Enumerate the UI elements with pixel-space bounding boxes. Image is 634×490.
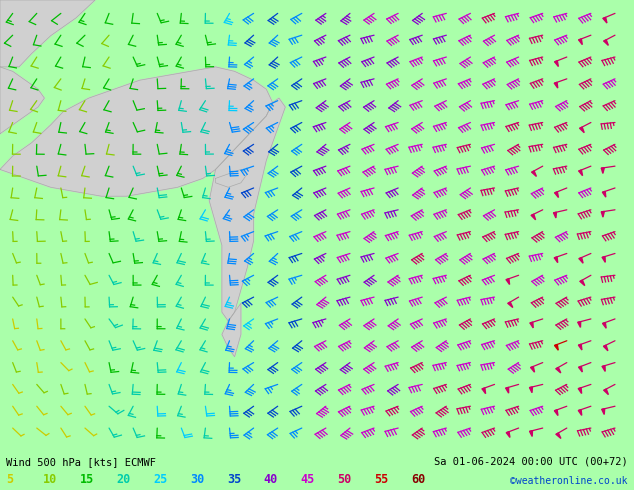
- Text: 10: 10: [43, 472, 57, 486]
- Polygon shape: [555, 192, 559, 197]
- Polygon shape: [604, 345, 608, 351]
- Polygon shape: [556, 433, 561, 439]
- Text: 45: 45: [301, 472, 314, 486]
- Polygon shape: [531, 214, 536, 220]
- Polygon shape: [529, 431, 533, 437]
- Polygon shape: [603, 322, 606, 328]
- Polygon shape: [578, 410, 582, 416]
- Polygon shape: [553, 212, 557, 218]
- Text: 25: 25: [153, 472, 167, 486]
- Polygon shape: [556, 368, 561, 373]
- Polygon shape: [601, 211, 604, 217]
- Polygon shape: [530, 322, 533, 328]
- Text: 35: 35: [227, 472, 241, 486]
- Polygon shape: [531, 367, 534, 372]
- Text: ©weatheronline.co.uk: ©weatheronline.co.uk: [510, 476, 628, 486]
- Text: 20: 20: [117, 472, 131, 486]
- Polygon shape: [578, 321, 581, 327]
- Polygon shape: [579, 258, 583, 263]
- Polygon shape: [554, 82, 558, 88]
- Polygon shape: [506, 279, 510, 285]
- Polygon shape: [580, 280, 585, 286]
- Polygon shape: [602, 366, 605, 371]
- Polygon shape: [602, 409, 605, 415]
- Polygon shape: [579, 127, 584, 133]
- Text: Wind 500 hPa [kts] ECMWF: Wind 500 hPa [kts] ECMWF: [6, 457, 157, 467]
- Polygon shape: [579, 366, 582, 372]
- Polygon shape: [555, 344, 559, 350]
- Text: Sa 01-06-2024 00:00 UTC (00+72): Sa 01-06-2024 00:00 UTC (00+72): [434, 457, 628, 467]
- Polygon shape: [507, 432, 510, 438]
- Polygon shape: [0, 67, 44, 134]
- Polygon shape: [602, 191, 606, 197]
- Text: 15: 15: [80, 472, 94, 486]
- Polygon shape: [604, 389, 609, 394]
- Polygon shape: [554, 410, 558, 416]
- Polygon shape: [216, 170, 247, 187]
- Text: 60: 60: [411, 472, 425, 486]
- Polygon shape: [209, 98, 285, 321]
- Polygon shape: [601, 168, 604, 173]
- Polygon shape: [554, 257, 558, 263]
- Polygon shape: [222, 303, 241, 357]
- Polygon shape: [529, 387, 533, 392]
- Polygon shape: [0, 67, 273, 196]
- Text: 40: 40: [264, 472, 278, 486]
- Text: 55: 55: [374, 472, 388, 486]
- Polygon shape: [578, 388, 581, 393]
- Polygon shape: [602, 257, 605, 262]
- Polygon shape: [0, 0, 95, 67]
- Polygon shape: [579, 170, 583, 176]
- Polygon shape: [506, 387, 508, 393]
- Polygon shape: [578, 344, 582, 350]
- Polygon shape: [604, 40, 609, 46]
- Polygon shape: [508, 302, 513, 308]
- Polygon shape: [579, 39, 582, 45]
- Text: 5: 5: [6, 472, 13, 486]
- Polygon shape: [482, 388, 486, 393]
- Text: 30: 30: [190, 472, 204, 486]
- Text: 50: 50: [337, 472, 351, 486]
- Polygon shape: [555, 61, 559, 67]
- Polygon shape: [532, 171, 536, 176]
- Polygon shape: [603, 17, 607, 23]
